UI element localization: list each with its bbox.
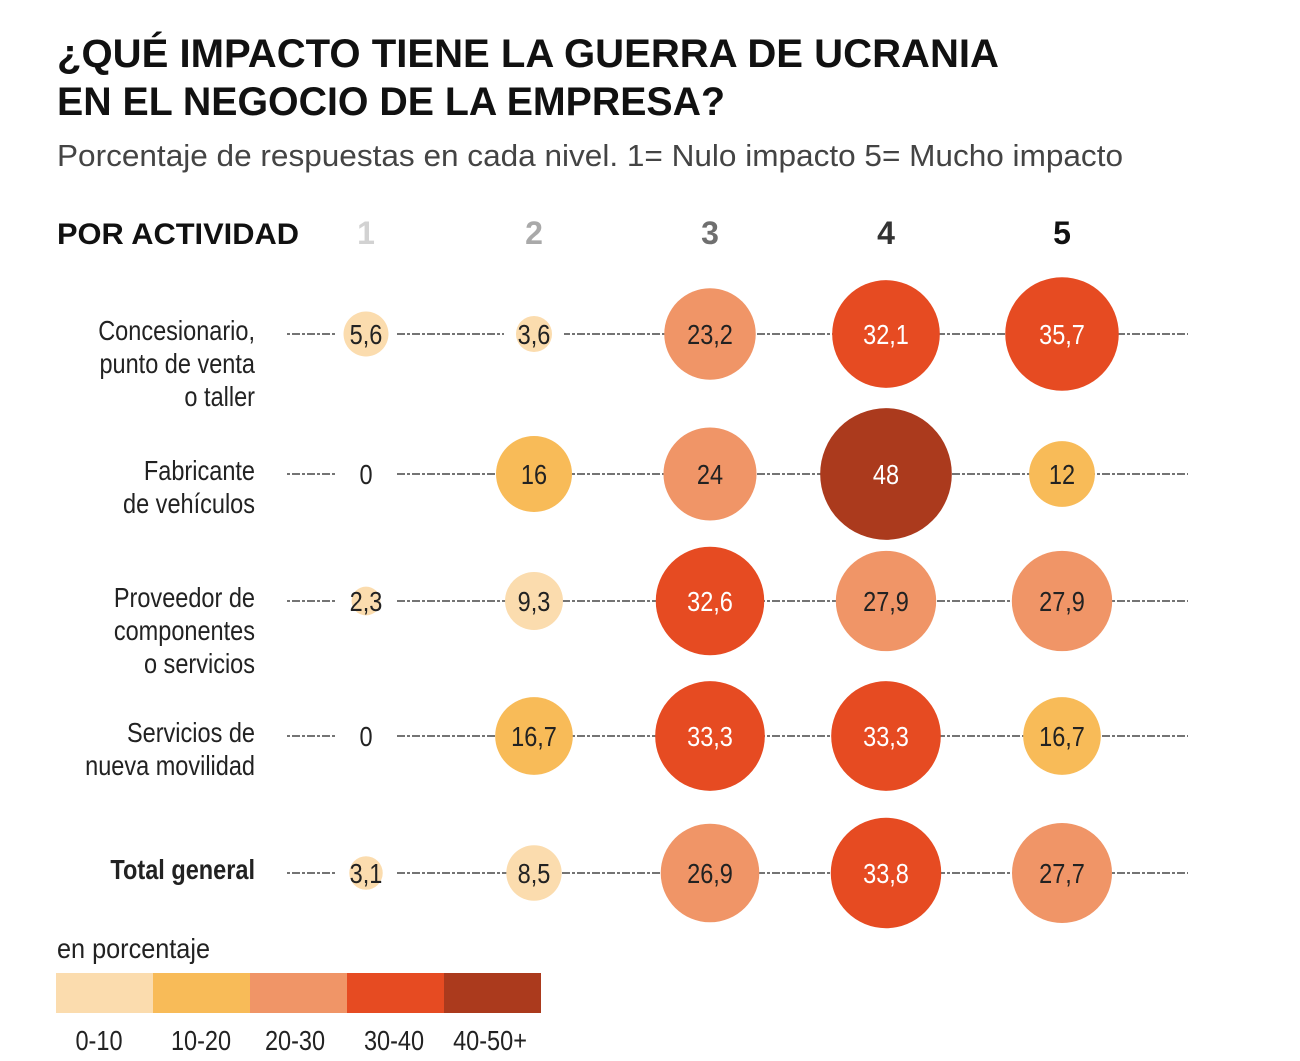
value-label: 3,6 xyxy=(518,320,551,350)
value-label: 27,9 xyxy=(863,587,909,617)
bubble xyxy=(663,427,757,521)
bubble xyxy=(505,572,563,630)
bubble xyxy=(830,817,942,929)
value-label: 2,3 xyxy=(350,587,383,617)
value-label: 3,1 xyxy=(350,859,383,889)
bubble xyxy=(349,856,383,890)
value-label: 33,3 xyxy=(863,722,909,752)
legend-label: 0-10 xyxy=(75,1026,122,1056)
legend-swatch xyxy=(153,973,250,1013)
bubble xyxy=(835,550,937,652)
row-label: Fabricante xyxy=(144,456,255,486)
bubble xyxy=(1012,823,1112,923)
legend-swatch xyxy=(56,973,153,1013)
bubble xyxy=(1005,277,1119,391)
value-label: 35,7 xyxy=(1039,320,1085,350)
bubble xyxy=(515,315,553,353)
row-label: Concesionario, xyxy=(98,316,255,346)
legend-label: 30-40 xyxy=(364,1026,424,1056)
value-label: 0 xyxy=(359,460,372,490)
column-header-5: 5 xyxy=(1053,215,1071,251)
chart-subtitle: Porcentaje de respuestas en cada nivel. … xyxy=(57,138,1123,173)
column-header-2: 2 xyxy=(525,215,543,251)
value-label: 9,3 xyxy=(518,587,551,617)
value-label: 5,6 xyxy=(350,320,383,350)
bubble xyxy=(831,681,941,791)
legend-swatch xyxy=(250,973,347,1013)
value-label: 12 xyxy=(1049,460,1075,490)
row-header: POR ACTIVIDAD xyxy=(57,218,299,251)
bubble xyxy=(1011,550,1113,652)
value-label: 23,2 xyxy=(687,320,733,350)
value-label: 16,7 xyxy=(1039,722,1085,752)
column-header-4: 4 xyxy=(877,215,895,251)
value-label: 27,9 xyxy=(1039,587,1085,617)
value-label: 8,5 xyxy=(518,859,551,889)
column-header-1: 1 xyxy=(357,215,375,251)
value-label: 33,3 xyxy=(687,722,733,752)
value-label: 24 xyxy=(697,460,723,490)
column-headers: 1 2 3 4 5 xyxy=(357,215,1071,251)
legend-label: 40-50+ xyxy=(453,1026,527,1056)
row: Total general 3,1 8,5 26,9 33,8 27,7 xyxy=(110,817,1188,929)
legend-title: en porcentaje xyxy=(57,933,210,964)
bubble xyxy=(655,546,765,656)
bubble xyxy=(832,280,940,388)
value-label: 16 xyxy=(521,460,547,490)
value-label: 33,8 xyxy=(863,859,909,889)
bubble xyxy=(496,436,572,512)
bubble xyxy=(1023,697,1101,775)
legend-label: 10-20 xyxy=(171,1026,231,1056)
bubble xyxy=(495,697,573,775)
title-line-2: EN EL NEGOCIO DE LA EMPRESA? xyxy=(57,80,725,124)
title-line-1: ¿QUÉ IMPACTO TIENE LA GUERRA DE UCRANIA xyxy=(57,31,999,76)
column-header-3: 3 xyxy=(701,215,719,251)
row-label: Total general xyxy=(110,855,255,885)
bubble xyxy=(343,311,389,357)
bubble xyxy=(655,681,765,791)
row-label: o servicios xyxy=(144,649,255,679)
row-label: de vehículos xyxy=(123,489,255,519)
legend-label: 20-30 xyxy=(265,1026,325,1056)
value-label: 32,6 xyxy=(687,587,733,617)
value-label: 26,9 xyxy=(687,859,733,889)
legend: en porcentaje 0-10 10-20 20-30 30-40 40-50+ xyxy=(56,933,541,1056)
row-label: Servicios de xyxy=(127,718,255,748)
bubble xyxy=(820,408,952,540)
chart-title: ¿QUÉ IMPACTO TIENE LA GUERRA DE UCRANIA … xyxy=(57,31,999,124)
row-label: o taller xyxy=(184,382,255,412)
value-label: 27,7 xyxy=(1039,859,1085,889)
bubble xyxy=(660,823,760,923)
row-label: Proveedor de xyxy=(114,583,255,613)
value-label: 16,7 xyxy=(511,722,557,752)
legend-swatch xyxy=(444,973,541,1013)
legend-swatch xyxy=(347,973,444,1013)
bubble xyxy=(664,288,756,380)
value-label: 0 xyxy=(359,722,372,752)
value-label: 48 xyxy=(873,460,899,490)
bubble xyxy=(1029,441,1095,507)
value-label: 32,1 xyxy=(863,320,909,350)
bubble xyxy=(506,845,562,901)
bubble xyxy=(351,586,381,616)
row-label: punto de venta xyxy=(99,349,255,379)
row-label: nueva movilidad xyxy=(85,751,255,781)
row-label: componentes xyxy=(114,616,255,646)
